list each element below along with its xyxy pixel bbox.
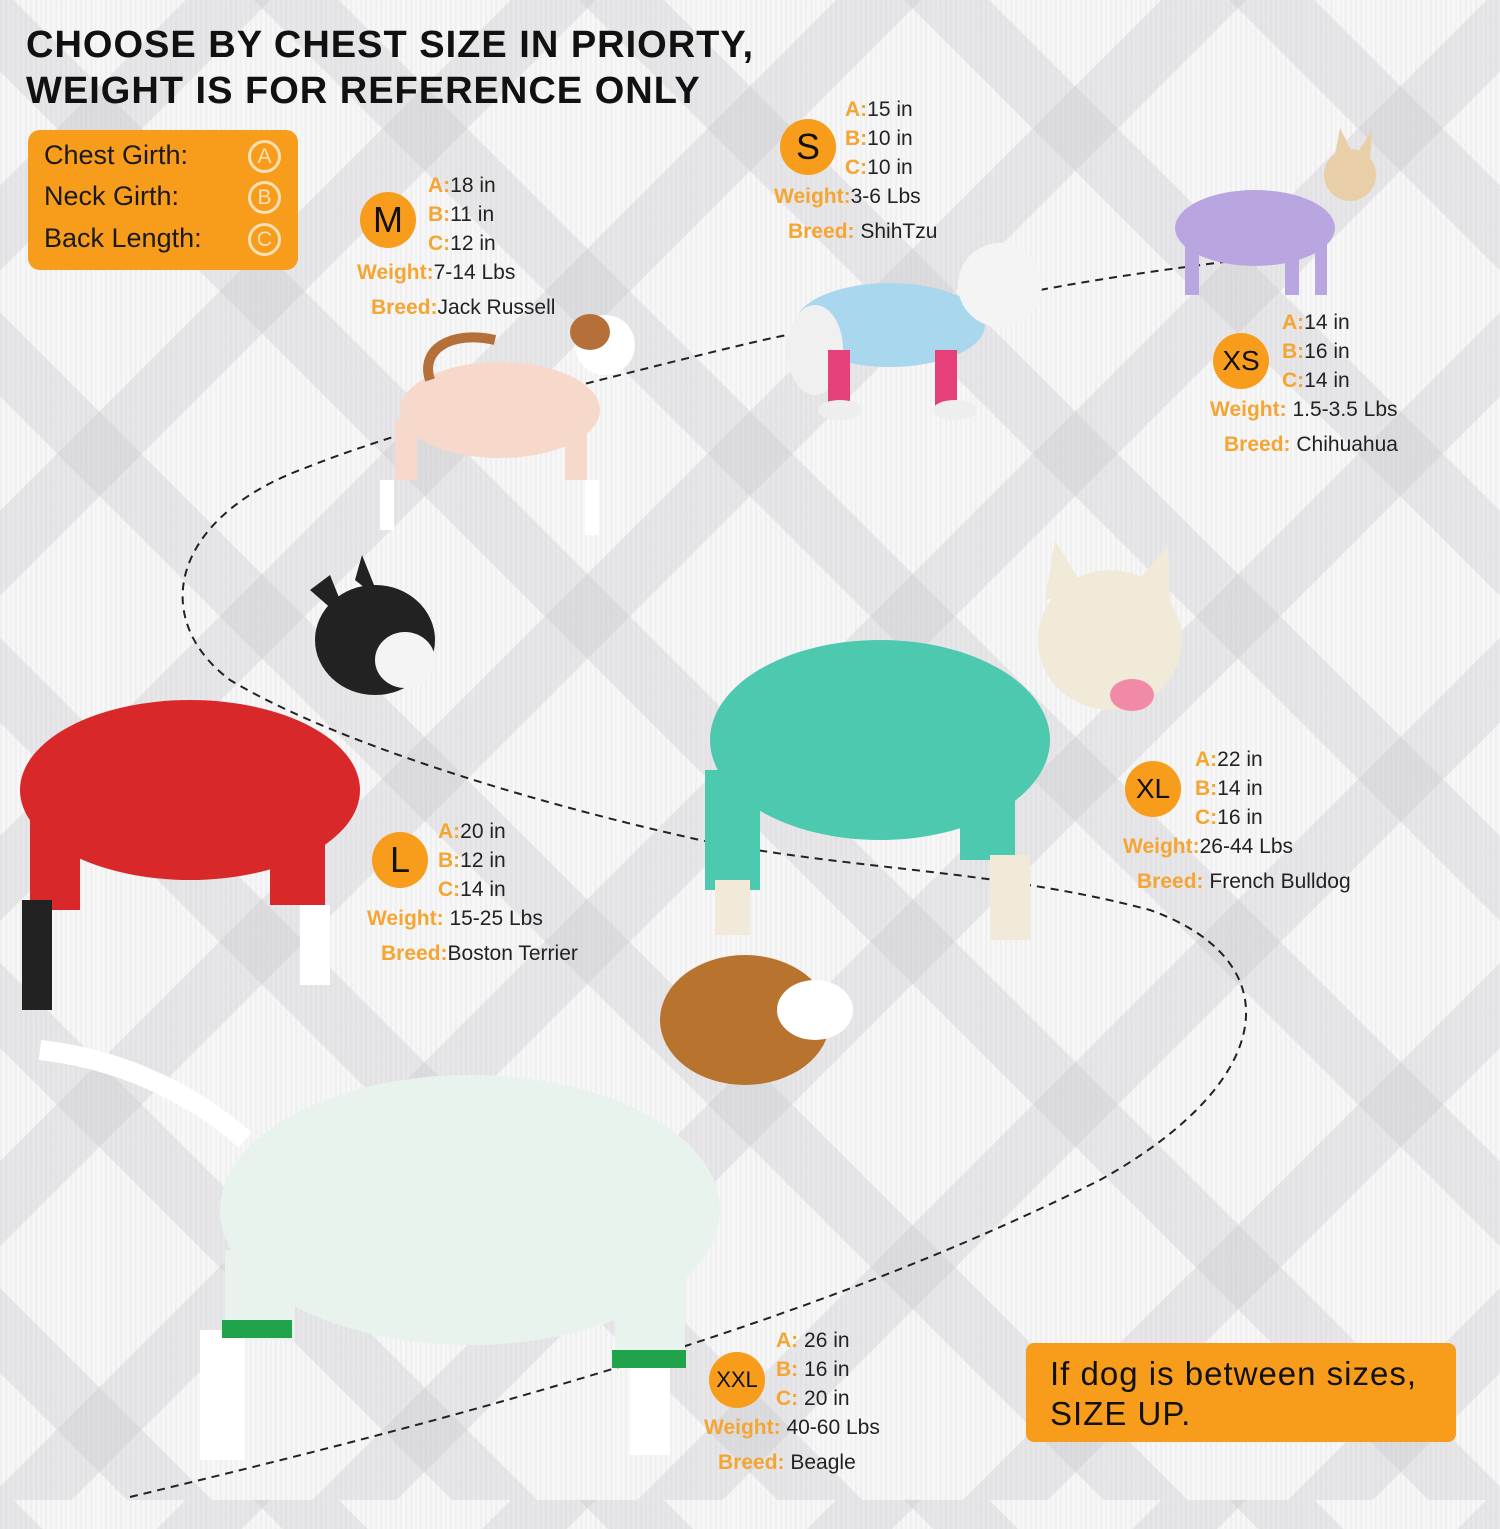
neck-girth-value: B:11 in [428,203,495,226]
size-block-xs: XS A:14 in B:16 in C:14 in Weight: 1.5-3… [1210,311,1500,511]
legend-label: Chest Girth: [44,140,189,170]
dog-frenchbulldog-xl [705,540,1182,940]
dog-bostonterrier-l [20,555,435,1010]
chest-girth-value: A: 26 in [776,1329,850,1352]
back-length-value: C: 20 in [776,1387,850,1410]
neck-girth-value: B:12 in [438,849,506,872]
weight-value: Weight: 1.5-3.5 Lbs [1210,398,1398,421]
size-badge: XL [1125,761,1181,817]
dog-chihuahua-xs [1175,128,1376,295]
legend-label: Neck Girth: [44,181,180,211]
circled-a-icon: A [248,140,281,173]
breed-value: Breed: Chihuahua [1224,433,1398,456]
weight-value: Weight:3-6 Lbs [774,185,921,208]
heading-line-2: WEIGHT IS FOR REFERENCE ONLY [26,70,701,112]
weight-value: Weight:7-14 Lbs [357,261,516,284]
circled-b-icon: B [248,181,281,214]
size-badge: XXL [709,1352,765,1408]
back-length-value: C:14 in [1282,369,1350,392]
chest-girth-value: A:20 in [438,820,506,843]
weight-value: Weight: 40-60 Lbs [704,1416,880,1439]
note-line-2: SIZE UP. [1050,1395,1192,1432]
measurement-legend: Chest Girth: A Neck Girth: B Back Length: C [28,130,298,270]
back-length-value: C:14 in [438,878,506,901]
legend-back-length: Back Length: C [44,223,281,256]
size-badge: L [372,832,428,888]
note-line-1: If dog is between sizes, [1050,1355,1418,1392]
chest-girth-value: A:14 in [1282,311,1350,334]
chest-girth-value: A:22 in [1195,748,1263,771]
dog-beagle-xxl [38,955,853,1460]
page-heading: CHOOSE BY CHEST SIZE IN PRIORTY, WEIGHT … [26,22,754,114]
legend-chest-girth: Chest Girth: A [44,140,281,173]
size-block-xxl: XXL A: 26 in B: 16 in C: 20 in Weight: 4… [704,1329,1004,1529]
size-badge: XS [1213,333,1269,389]
dog-shihtzu-s [787,243,1042,420]
size-badge: S [780,119,836,175]
weight-value: Weight: 15-25 Lbs [367,907,543,930]
breed-value: Breed: French Bulldog [1137,870,1351,893]
size-up-note: If dog is between sizes, SIZE UP. [1026,1343,1456,1442]
size-block-xl: XL A:22 in B:14 in C:16 in Weight:26-44 … [1123,748,1423,948]
breed-value: Breed:Jack Russell [371,296,556,319]
chest-girth-value: A:18 in [428,174,496,197]
size-block-l: L A:20 in B:12 in C:14 in Weight: 15-25 … [367,820,667,1020]
neck-girth-value: B: 16 in [776,1358,850,1381]
breed-value: Breed: Beagle [718,1451,856,1474]
neck-girth-value: B:14 in [1195,777,1263,800]
size-block-m: M A:18 in B:11 in C:12 in Weight:7-14 Lb… [357,174,657,374]
legend-label: Back Length: [44,223,202,253]
neck-girth-value: B:10 in [845,127,913,150]
breed-value: Breed:Boston Terrier [381,942,578,965]
back-length-value: C:10 in [845,156,913,179]
heading-line-1: CHOOSE BY CHEST SIZE IN PRIORTY, [26,24,755,66]
size-badge: M [360,192,416,248]
legend-neck-girth: Neck Girth: B [44,181,281,214]
circled-c-icon: C [248,223,281,256]
neck-girth-value: B:16 in [1282,340,1350,363]
chest-girth-value: A:15 in [845,98,913,121]
dog-jackrussell-m [380,314,635,535]
size-block-s: S A:15 in B:10 in C:10 in Weight:3-6 Lbs… [774,98,1074,298]
weight-value: Weight:26-44 Lbs [1123,835,1294,858]
breed-value: Breed: ShihTzu [788,220,938,243]
back-length-value: C:16 in [1195,806,1263,829]
back-length-value: C:12 in [428,232,496,255]
